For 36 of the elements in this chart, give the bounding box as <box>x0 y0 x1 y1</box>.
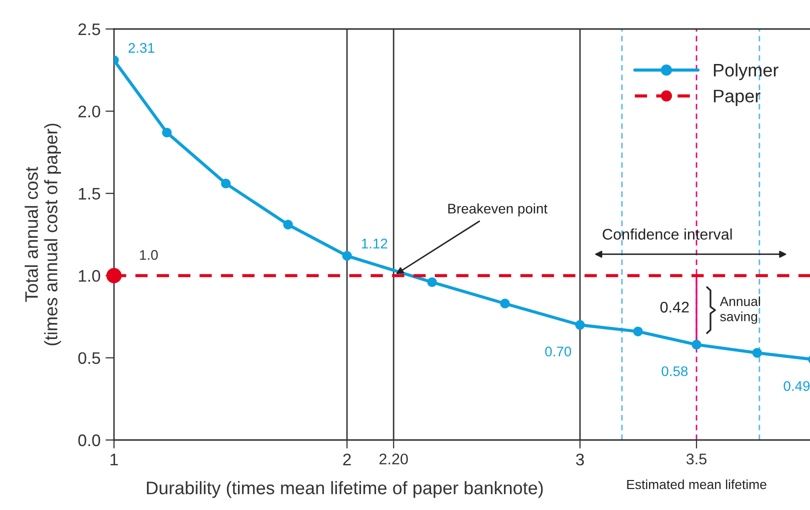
text: Estimated mean lifetime <box>627 479 766 490</box>
point <box>162 128 172 138</box>
point <box>427 277 437 288</box>
y-tick-label: 2.0 <box>78 106 100 118</box>
y-axis-title: Total annual cost (times annual cost of paper) <box>24 124 61 346</box>
point <box>500 298 510 308</box>
x-axis-title: Durability (times mean lifetime of paper banknote) <box>146 481 543 498</box>
point <box>692 340 702 350</box>
y-tick-label: 0.5 <box>78 352 100 364</box>
point <box>106 268 122 284</box>
data-label: 0.70 <box>545 346 572 356</box>
point <box>575 320 585 330</box>
y-tick-label: 2.5 <box>78 23 100 36</box>
data-label: 2.31 <box>128 43 154 53</box>
y-tick-label: 0.0 <box>78 434 100 446</box>
y-tick-label: 1.5 <box>78 188 100 200</box>
x-tick-label: 3 <box>576 454 584 466</box>
x-tick-label: 3.5 <box>686 454 706 464</box>
data-label: 0.49 <box>784 381 810 391</box>
legend-label: Polymer <box>714 63 778 80</box>
legend-label: Paper <box>714 90 760 106</box>
data-label: 1.0 <box>140 250 158 260</box>
data-label: 0.58 <box>662 366 688 376</box>
point <box>752 348 762 358</box>
data-label: 1.12 <box>362 238 388 248</box>
point <box>283 220 293 230</box>
point <box>220 178 231 188</box>
x-tick-label: 1 <box>110 454 118 466</box>
annotation: Confidence interval <box>602 228 732 240</box>
annotation: 0.42 <box>660 302 689 313</box>
x-tick-label: 2.20 <box>380 454 408 464</box>
x-tick-label: 2 <box>343 454 351 466</box>
point <box>342 251 352 261</box>
y-tick-label: 1.0 <box>78 270 100 282</box>
annotation: Breakeven point <box>448 203 548 216</box>
point <box>633 326 643 336</box>
